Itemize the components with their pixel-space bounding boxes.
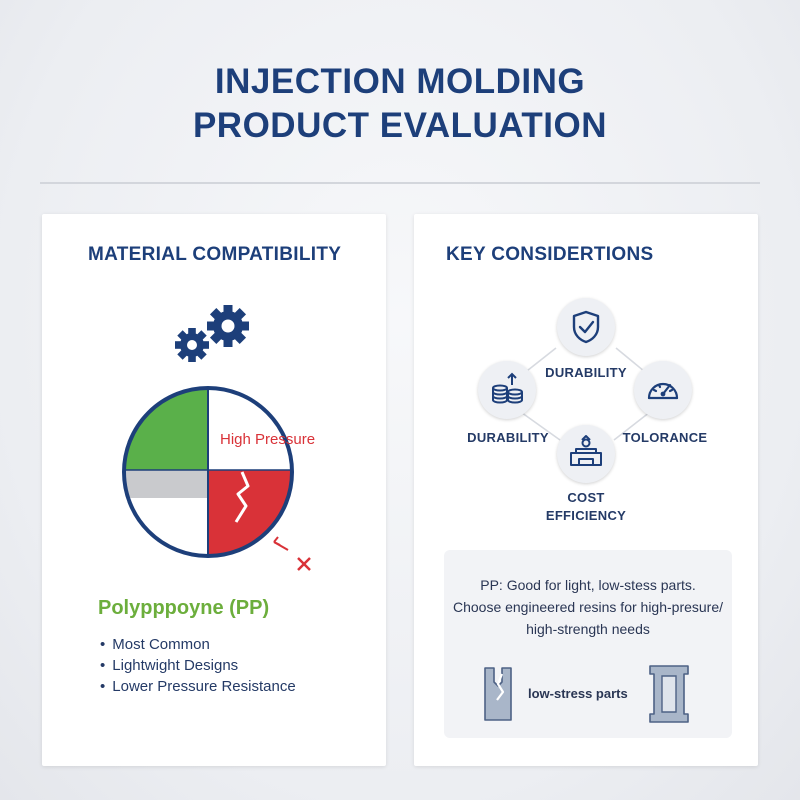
list-item: Lower Pressure Resistance [100, 676, 295, 697]
press-mold-icon [570, 435, 602, 466]
node-durability-left [478, 361, 536, 419]
note-line-2: Choose engineered resins for high-presur… [452, 599, 724, 615]
node-tolerance [634, 361, 692, 419]
node-cost-efficiency [557, 425, 615, 483]
list-item: Lightwight Designs [100, 655, 296, 676]
page-title: INJECTION MOLDING PRODUCT EVALUATION [0, 60, 800, 148]
pie-ring [122, 386, 294, 558]
crack-icon [234, 471, 250, 523]
node-label-durability-left: DURABILITY [467, 430, 549, 445]
gauge-icon [647, 382, 679, 400]
high-pressure-label: High Pressure [220, 431, 316, 448]
low-stress-parts-label: low-stress parts [528, 686, 628, 701]
coin-stack-icon [492, 372, 523, 404]
note-line-1: PP: Good for light, low-stess parts. [480, 577, 696, 593]
key-considerations-heading: KEY CONSIDERTIONS [446, 244, 654, 265]
note-line-3: high-strength needs [526, 621, 650, 637]
note-text: PP: Good for light, low-stess parts. Cho… [444, 574, 732, 640]
cracked-part-icon [484, 667, 512, 721]
shield-check-icon [572, 310, 600, 344]
pie-green-segment [124, 388, 208, 470]
material-compatibility-heading: MATERIAL COMPATIBILITY [88, 244, 342, 265]
gears-icon [175, 305, 249, 362]
title-line-1: INJECTION MOLDING [214, 62, 586, 101]
pressure-pie-diagram [122, 386, 294, 558]
solid-part-icon [649, 665, 689, 723]
fail-arrow-icon [273, 536, 311, 571]
pie-gray-segment [124, 470, 208, 498]
node-label-tolerance: TOLORANCE [622, 430, 708, 445]
node-label-cost: COST [567, 490, 605, 505]
node-label-efficiency: EFFICIENCY [545, 508, 627, 523]
material-bullet-list: Most Common Lightwight Designs Lower Pre… [100, 634, 296, 697]
node-label-durability-top: DURABILITY [545, 365, 627, 380]
recommendation-note: PP: Good for light, low-stess parts. Cho… [444, 550, 732, 738]
key-considerations-card: KEY CONSIDERTIONS DURABILITY [414, 214, 758, 766]
list-item: Most Common [100, 634, 296, 655]
title-divider [40, 182, 760, 184]
node-durability-top [557, 298, 615, 356]
title-line-2: PRODUCT EVALUATION [192, 106, 608, 145]
material-compatibility-card: MATERIAL COMPATIBILITY [42, 214, 386, 766]
material-name: Polypppoyne (PP) [98, 597, 270, 619]
